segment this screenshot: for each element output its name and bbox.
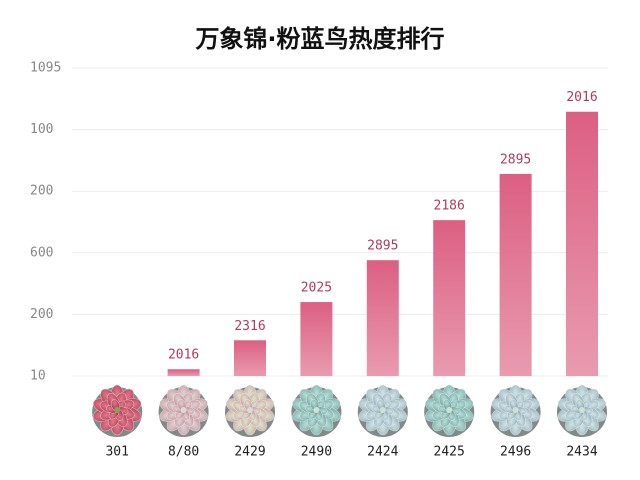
chart-title: 万象锦·粉蓝鸟热度排行 (195, 25, 444, 53)
bar (566, 111, 598, 377)
bar (433, 220, 466, 376)
succulent-icon (158, 384, 209, 437)
icon-center (379, 407, 386, 413)
icon-center (579, 407, 585, 413)
bar (234, 340, 266, 376)
bar (300, 302, 333, 376)
annotation: 2016 (566, 90, 597, 105)
y-tick-label: 1095 (30, 61, 61, 76)
annotation: 2316 (234, 319, 265, 334)
annotation: 2895 (500, 152, 531, 167)
succulent-icon (92, 384, 143, 437)
x-tick-label: 2425 (434, 445, 465, 460)
x-tick-label: 301 (105, 445, 128, 460)
icon-center (114, 407, 121, 413)
y-tick-label: 600 (30, 245, 53, 260)
succulent-icon (490, 384, 541, 437)
x-tick-label: 2424 (367, 445, 398, 460)
succulent-icon (557, 384, 607, 437)
x-tick-label: 2496 (500, 445, 531, 460)
annotation: 2016 (168, 348, 199, 363)
x-tick-label: 2434 (566, 445, 597, 460)
x-tick-label: 8/80 (168, 445, 199, 460)
annotation: 2186 (434, 199, 465, 214)
icon-center (180, 407, 187, 413)
bar (167, 369, 200, 376)
y-tick-label: 10 (30, 369, 46, 384)
icon-center (247, 407, 253, 413)
icon-center (446, 407, 453, 413)
bar (499, 173, 532, 376)
y-tick-label: 200 (30, 307, 53, 322)
x-tick-label: 2429 (234, 445, 265, 460)
succulent-icon (357, 384, 408, 437)
annotation: 2895 (367, 239, 398, 254)
y-tick-label: 100 (30, 122, 53, 137)
succulent-icon (225, 384, 275, 437)
icon-center (512, 407, 519, 413)
icon-center (313, 407, 320, 413)
succulent-icon (424, 384, 475, 437)
annotation: 2025 (301, 281, 332, 296)
succulent-icon (291, 384, 342, 437)
y-tick-label: 200 (30, 184, 53, 199)
x-tick-label: 2490 (301, 445, 332, 460)
bar (366, 260, 399, 376)
